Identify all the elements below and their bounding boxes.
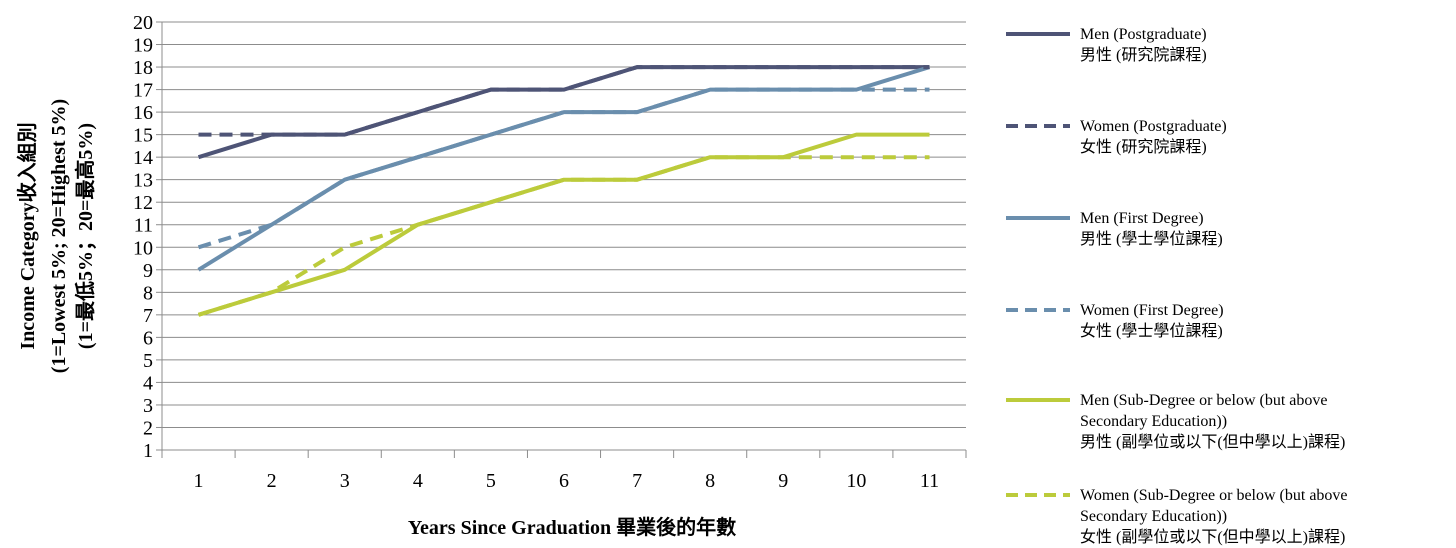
legend-label: Women (Sub-Degree or below (but above Sec… <box>1080 485 1348 548</box>
series-line <box>197 87 930 250</box>
x-axis-title: Years Since Graduation 畢業後的年數 <box>408 515 736 539</box>
y-tick-label: 5 <box>143 350 153 372</box>
y-axis-title-line: (1=最低5%；20=最高5%) <box>73 123 97 349</box>
series-lines <box>197 65 931 317</box>
y-axis-title-line: (1=Lowest 5%; 20=Highest 5%) <box>48 99 70 373</box>
legend-swatch <box>1006 493 1070 497</box>
series-line <box>197 155 930 317</box>
y-tick-label: 16 <box>133 102 153 124</box>
x-tick-label: 2 <box>267 470 277 492</box>
legend-label-line: Men (Postgraduate) <box>1080 26 1207 43</box>
legend-label-line: Women (Sub-Degree or below (but above <box>1080 487 1348 504</box>
y-tick-label: 12 <box>133 192 153 214</box>
y-tick-label: 9 <box>143 260 153 282</box>
y-tick-label: 11 <box>134 215 153 237</box>
gridlines <box>162 21 966 428</box>
y-tick-label: 15 <box>133 125 153 147</box>
x-tick-label: 7 <box>632 470 642 492</box>
legend-label-line: 男性 (副學位或以下(但中學以上)課程) <box>1080 434 1346 451</box>
y-tick-label: 20 <box>133 12 153 34</box>
x-tick-label: 5 <box>486 470 496 492</box>
x-tick-label: 10 <box>846 470 866 492</box>
legend-swatch <box>1006 216 1070 220</box>
x-tick-label: 9 <box>778 470 788 492</box>
y-tick-label: 18 <box>133 57 153 79</box>
x-tick-label: 1 <box>194 470 204 492</box>
legend-label-line: Men (Sub-Degree or below (but above <box>1080 392 1328 409</box>
x-tick-label: 8 <box>705 470 715 492</box>
y-tick-label: 8 <box>143 282 153 304</box>
y-tick-label: 10 <box>133 237 153 259</box>
legend-label: Men (Sub-Degree or below (but above Secon… <box>1080 390 1345 453</box>
y-tick-label: 17 <box>133 80 153 102</box>
series-line <box>197 132 930 317</box>
legend-label-line: 男性 (研究院課程) <box>1080 47 1207 64</box>
legend-label-line: 女性 (學士學位課程) <box>1080 323 1223 340</box>
legend-swatch <box>1006 32 1070 36</box>
y-axis-title: Income Category收入組別 (1=Lowest 5%; 20=High… <box>15 99 97 373</box>
legend-label-line: Secondary Education)) <box>1080 413 1228 430</box>
legend: Men (Postgraduate) 男性 (研究院課程) Women (Postg… <box>1000 0 1456 548</box>
legend-label: Men (First Degree) 男性 (學士學位課程) <box>1080 208 1223 250</box>
legend-swatch <box>1006 398 1070 402</box>
legend-label: Women (Postgraduate) 女性 (研究院課程) <box>1080 116 1227 158</box>
y-tick-label: 13 <box>133 170 153 192</box>
legend-label-line: Women (First Degree) <box>1080 302 1224 319</box>
legend-label: Men (Postgraduate) 男性 (研究院課程) <box>1080 24 1207 66</box>
y-tick-label: 14 <box>133 147 153 169</box>
x-tick-label: 4 <box>413 470 423 492</box>
legend-swatch <box>1006 124 1070 128</box>
x-tick-label: 11 <box>920 470 939 492</box>
legend-label-line: Men (First Degree) <box>1080 210 1204 227</box>
legend-label-line: 女性 (副學位或以下(但中學以上)課程) <box>1080 529 1346 546</box>
y-tick-label: 4 <box>143 372 153 394</box>
y-tick-label: 6 <box>143 327 153 349</box>
y-tick-label: 1 <box>143 440 153 462</box>
y-tick-label: 19 <box>133 35 153 57</box>
series-line <box>198 65 930 137</box>
legend-label-line: 男性 (學士學位課程) <box>1080 231 1223 248</box>
x-tick-label: 6 <box>559 470 569 492</box>
y-axis-title-line: Income Category收入組別 <box>15 122 39 349</box>
y-tick-label: 2 <box>143 417 153 439</box>
series-line <box>197 65 931 272</box>
legend-label-line: Secondary Education)) <box>1080 508 1228 525</box>
y-tick-label: 7 <box>143 305 153 327</box>
y-tick-label: 3 <box>143 395 153 417</box>
legend-swatch <box>1006 308 1070 312</box>
x-tick-label: 3 <box>340 470 350 492</box>
legend-label-line: Women (Postgraduate) <box>1080 118 1227 135</box>
legend-label-line: 女性 (研究院課程) <box>1080 139 1207 156</box>
legend-label: Women (First Degree) 女性 (學士學位課程) <box>1080 300 1224 342</box>
